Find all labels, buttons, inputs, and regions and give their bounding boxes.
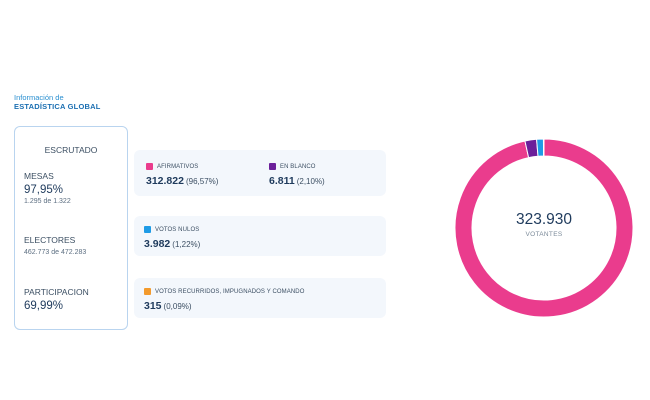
en-blanco-swatch [269, 163, 276, 170]
votos-recurridos-label: VOTOS RECURRIDOS, IMPUGNADOS Y COMANDO [155, 288, 305, 295]
electores-label: ELECTORES [24, 235, 76, 245]
participacion-value: 69,99% [24, 300, 64, 312]
votos-recurridos-swatch [144, 288, 151, 295]
item-votos-nulos: VOTOS NULOS 3.982 (1,22%) [144, 226, 200, 250]
votos-nulos-swatch [144, 226, 151, 233]
item-en-blanco: EN BLANCO 6.811 (2,10%) [269, 163, 325, 187]
donut-slice-votos-recurridos-impugnados-y-comando [542, 138, 545, 157]
scrutiny-title: ESCRUTADO [44, 145, 98, 155]
afirmativos-label: AFIRMATIVOS [157, 163, 199, 170]
scrutiny-panel: ESCRUTADO MESAS 97,95% 1.295 de 1.322 EL… [14, 126, 128, 330]
afirmativos-value: 312.822 [146, 175, 184, 187]
votos-nulos-label: VOTOS NULOS [155, 226, 200, 233]
donut-slice-votos-nulos [536, 138, 545, 157]
donut-slice-afirmativos [454, 138, 634, 318]
mesas-sub: 1.295 de 1.322 [24, 198, 71, 205]
participacion-label: PARTICIPACION [24, 287, 89, 297]
card-afirmativos-en-blanco: AFIRMATIVOS 312.822 (96,57%) EN BLANCO 6.… [134, 150, 386, 196]
votes-donut-chart [454, 138, 634, 318]
votos-recurridos-value: 315 [144, 300, 162, 312]
card-votos-recurridos: VOTOS RECURRIDOS, IMPUGNADOS Y COMANDO 3… [134, 278, 386, 318]
header-subtitle: Información de [14, 93, 64, 102]
item-afirmativos: AFIRMATIVOS 312.822 (96,57%) [146, 163, 218, 187]
mesas-label: MESAS [24, 171, 54, 181]
afirmativos-swatch [146, 163, 153, 170]
donut-total-label: VOTANTES [525, 231, 563, 238]
votos-recurridos-percent: (0,09%) [163, 302, 192, 311]
en-blanco-percent: (2,10%) [296, 177, 325, 186]
afirmativos-percent: (96,57%) [185, 177, 219, 186]
votos-nulos-value: 3.982 [144, 238, 171, 250]
mesas-value: 97,95% [24, 184, 64, 196]
en-blanco-value: 6.811 [269, 175, 295, 187]
card-votos-nulos: VOTOS NULOS 3.982 (1,22%) [134, 216, 386, 256]
header-title: ESTADÍSTICA GLOBAL [14, 102, 101, 111]
section-header: Información de ESTADÍSTICA GLOBAL [14, 93, 101, 111]
donut-total: 323.930 [515, 211, 573, 228]
electores-sub: 462.773 de 472.283 [24, 249, 87, 256]
votos-nulos-percent: (1,22%) [172, 240, 201, 249]
en-blanco-label: EN BLANCO [280, 163, 316, 170]
item-votos-recurridos: VOTOS RECURRIDOS, IMPUGNADOS Y COMANDO 3… [144, 288, 305, 312]
